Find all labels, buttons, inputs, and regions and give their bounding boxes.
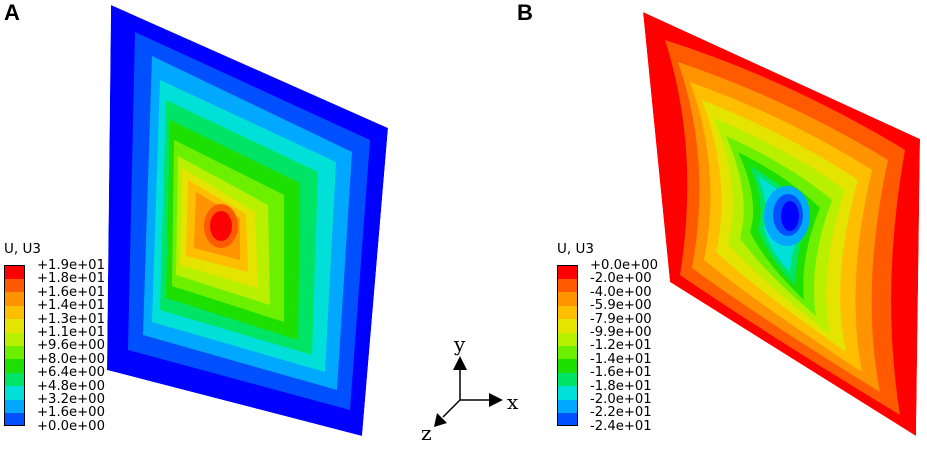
- triad-label-x: x: [507, 390, 519, 414]
- legend-value: +1.8e+01: [37, 271, 105, 287]
- legend-swatch: [4, 332, 25, 347]
- legend-row: +3.2e+00: [4, 391, 224, 413]
- legend-value: +1.9e+01: [37, 258, 105, 273]
- legend-row: -2.0e+01: [557, 391, 777, 413]
- legend-value: +4.8e+00: [37, 378, 105, 394]
- legend-swatch: [4, 386, 25, 400]
- legend-row: +1.6e+00: [4, 405, 224, 427]
- legend-row: +0.0e+00: [557, 258, 777, 280]
- legend-value: -1.4e+01: [590, 351, 652, 367]
- legend-row: -7.9e+00: [557, 311, 777, 333]
- legend-value: -5.9e+00: [590, 298, 652, 314]
- legend-value: +1.4e+01: [37, 298, 105, 314]
- legend-row: -2.4e+01: [557, 418, 777, 434]
- legend-swatch: [557, 372, 578, 387]
- legend-row: -1.8e+01: [557, 378, 777, 400]
- panel-label-a: A: [4, 0, 20, 25]
- y-arrow-icon: [453, 356, 467, 370]
- legend-row: +6.4e+00: [4, 365, 224, 387]
- legend-swatch: [4, 265, 25, 280]
- legend-value: -1.6e+01: [590, 365, 652, 381]
- legend-row: -2.0e+00: [557, 271, 777, 293]
- legend-value: -2.0e+01: [590, 391, 652, 407]
- legend-swatch: [557, 292, 578, 306]
- legend-swatch: [557, 346, 578, 360]
- legend-value: -9.9e+00: [590, 324, 652, 340]
- panel-label-b: B: [517, 0, 533, 25]
- legend-value: -2.0e+00: [590, 271, 652, 287]
- legend-swatch: [557, 265, 578, 280]
- legend-swatch: [557, 399, 578, 413]
- legend-row: +4.8e+00: [4, 378, 224, 400]
- legend-swatch: [4, 372, 25, 387]
- legend-row: +1.6e+01: [4, 284, 224, 306]
- legend-swatch: [557, 279, 578, 293]
- legend-row: +9.6e+00: [4, 338, 224, 360]
- legend-row: -9.9e+00: [557, 324, 777, 347]
- legend-swatch: [557, 386, 578, 400]
- legend-value: +0.0e+00: [37, 418, 105, 434]
- legend-row: -1.2e+01: [557, 338, 777, 360]
- z-axis-line: [442, 399, 461, 418]
- legend-value: +1.6e+00: [37, 405, 105, 421]
- legend-value: +9.6e+00: [37, 338, 105, 354]
- z-arrow-icon: [434, 413, 447, 427]
- legend-row: +1.1e+01: [4, 324, 224, 347]
- triad-label-z: z: [421, 421, 432, 445]
- legend-b: U, U3 +0.0e+00 -2.0e+00 -4.0e+00 -5.9e+00 -7…: [557, 241, 777, 433]
- legend-value: +8.0e+00: [37, 351, 105, 367]
- legend-value: +3.2e+00: [37, 391, 105, 407]
- legend-row: +1.3e+01: [4, 311, 224, 333]
- legend-row: +8.0e+00: [4, 351, 224, 373]
- legend-swatch: [557, 359, 578, 373]
- legend-value: +0.0e+00: [590, 258, 658, 273]
- legend-title-a: U, U3: [4, 241, 41, 257]
- legend-value: -2.4e+01: [590, 418, 652, 434]
- legend-row: -2.2e+01: [557, 405, 777, 427]
- legend-a: U, U3 +1.9e+01 +1.8e+01 +1.6e+01 +1.4e+01 +1…: [4, 241, 224, 433]
- legend-value: +6.4e+00: [37, 365, 105, 381]
- legend-swatch: [4, 279, 25, 293]
- legend-swatch: [4, 346, 25, 360]
- legend-value: -1.8e+01: [590, 378, 652, 394]
- legend-row: -1.6e+01: [557, 365, 777, 387]
- legend-swatch: [4, 319, 25, 333]
- x-arrow-icon: [489, 393, 503, 407]
- legend-row: +1.4e+01: [4, 298, 224, 320]
- legend-swatch: [4, 399, 25, 413]
- legend-swatch: [557, 305, 578, 320]
- legend-value: +1.6e+01: [37, 284, 105, 300]
- legend-swatch: [4, 359, 25, 373]
- legend-row: +1.9e+01: [4, 258, 224, 280]
- legend-value: -2.2e+01: [590, 405, 652, 421]
- legend-row: -1.4e+01: [557, 351, 777, 373]
- legend-row: +0.0e+00: [4, 418, 224, 434]
- legend-value: +1.1e+01: [37, 324, 105, 340]
- legend-swatch: [4, 305, 25, 320]
- legend-value: -7.9e+00: [590, 311, 652, 327]
- legend-value: -1.2e+01: [590, 338, 652, 354]
- legend-swatch: [4, 412, 25, 427]
- triad-label-y: y: [453, 332, 466, 356]
- legend-swatch: [4, 292, 25, 306]
- legend-row: +1.8e+01: [4, 271, 224, 293]
- legend-value: -4.0e+00: [590, 284, 652, 300]
- legend-swatch: [557, 332, 578, 347]
- legend-value: +1.3e+01: [37, 311, 105, 327]
- legend-title-b: U, U3: [557, 241, 594, 257]
- legend-row: -4.0e+00: [557, 284, 777, 306]
- legend-swatch: [557, 412, 578, 427]
- legend-row: -5.9e+00: [557, 298, 777, 320]
- legend-swatch: [557, 319, 578, 333]
